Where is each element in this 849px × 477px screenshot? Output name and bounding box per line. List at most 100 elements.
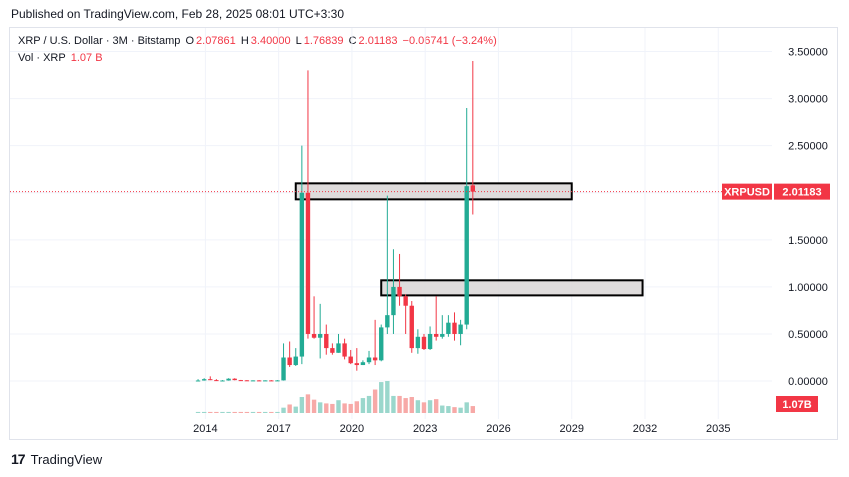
candle-body bbox=[446, 322, 451, 334]
candle-body bbox=[458, 324, 463, 334]
candle-body bbox=[403, 296, 408, 306]
candles bbox=[195, 60, 476, 382]
volume-bar bbox=[397, 395, 402, 413]
high-label: H bbox=[240, 35, 249, 47]
volume-bar bbox=[342, 403, 347, 413]
candle-body bbox=[317, 333, 323, 338]
footer-brand[interactable]: 17 TradingView bbox=[11, 451, 102, 467]
candle-body bbox=[391, 286, 396, 316]
volume-bar bbox=[214, 411, 219, 413]
y-tick-label: 1.50000 bbox=[788, 235, 828, 247]
candle-body bbox=[232, 378, 237, 381]
y-tick-label: 0.50000 bbox=[788, 329, 828, 341]
volume-bar bbox=[452, 407, 457, 413]
low-value: 1.76839 bbox=[303, 35, 344, 47]
tradingview-logo-icon: 17 bbox=[11, 451, 26, 467]
volume-bar bbox=[195, 411, 201, 413]
candle-body bbox=[427, 333, 433, 350]
candle-body bbox=[250, 380, 256, 382]
candle-body bbox=[354, 363, 360, 366]
volume-bar bbox=[391, 395, 396, 413]
volume-bar bbox=[305, 394, 311, 413]
candle-body bbox=[470, 185, 476, 192]
x-tick-label: 2014 bbox=[193, 423, 217, 435]
candle-body bbox=[348, 356, 353, 364]
x-tick-label: 2032 bbox=[633, 423, 657, 435]
volume-bar bbox=[287, 404, 292, 413]
volume-bar bbox=[379, 382, 384, 413]
high-value: 3.40000 bbox=[250, 35, 291, 47]
candle-body bbox=[342, 343, 347, 357]
close-label: C bbox=[348, 35, 357, 47]
volume-bar bbox=[458, 407, 463, 413]
symbol-title[interactable]: XRP / U.S. Dollar · 3M · Bitstamp bbox=[18, 35, 181, 47]
volume-bar bbox=[269, 411, 274, 413]
volume-bar bbox=[220, 411, 225, 413]
symbol-badge-label: XRPUSD bbox=[724, 187, 770, 199]
open-label: O bbox=[185, 35, 195, 47]
price-badge bbox=[774, 183, 830, 200]
price-badge-value: 2.01183 bbox=[782, 187, 821, 199]
candle-body bbox=[372, 357, 378, 361]
candle-body bbox=[360, 362, 366, 366]
candle-body bbox=[275, 380, 280, 382]
x-tick-label: 2020 bbox=[340, 423, 364, 435]
volume-bar bbox=[348, 403, 353, 413]
candle-body bbox=[293, 356, 298, 366]
volume-bar bbox=[232, 411, 237, 413]
volume-bar bbox=[403, 398, 408, 413]
volume-bar bbox=[415, 400, 421, 413]
candle-body bbox=[324, 333, 329, 349]
volume-bar bbox=[385, 381, 390, 413]
volume-bar bbox=[433, 399, 439, 413]
volume-bar bbox=[421, 402, 427, 413]
volume-bar bbox=[409, 397, 414, 413]
candle-body bbox=[366, 357, 372, 363]
candle-body bbox=[379, 327, 384, 361]
candle-body bbox=[336, 343, 341, 353]
volume-bar bbox=[464, 402, 469, 413]
candle-body bbox=[263, 380, 268, 382]
volume-bar bbox=[226, 411, 231, 413]
volume-badge bbox=[776, 396, 818, 412]
volume-bar bbox=[281, 407, 286, 413]
chart-frame bbox=[9, 27, 838, 440]
candle-body bbox=[305, 192, 311, 334]
volume-bars bbox=[195, 381, 476, 413]
candle-body bbox=[195, 380, 201, 382]
volume-bar bbox=[244, 411, 250, 413]
volume-bar bbox=[275, 411, 280, 413]
volume-bar bbox=[299, 397, 305, 413]
volume-bar bbox=[208, 411, 213, 413]
x-tick-label: 2017 bbox=[266, 423, 290, 435]
y-tick-label: 3.00000 bbox=[788, 94, 828, 106]
volume-bar bbox=[470, 406, 476, 413]
volume-bar bbox=[238, 411, 243, 413]
candle-body bbox=[433, 333, 439, 337]
x-tick-label: 2023 bbox=[413, 423, 437, 435]
candle-body bbox=[299, 192, 305, 357]
candle-body bbox=[214, 380, 219, 382]
candle-body bbox=[421, 336, 427, 350]
volume-value: 1.07 B bbox=[70, 52, 103, 64]
volume-bar bbox=[427, 400, 433, 413]
y-tick-label: 3.50000 bbox=[788, 47, 828, 59]
candle-body bbox=[464, 186, 469, 325]
volume-bar bbox=[366, 395, 372, 413]
candle-body bbox=[311, 333, 317, 338]
volume-label[interactable]: Vol · XRP bbox=[18, 52, 66, 64]
y-axis[interactable]: 3.500003.000002.500002.000001.500001.000… bbox=[788, 47, 828, 389]
candle-body bbox=[256, 380, 262, 382]
y-tick-label: 0.00000 bbox=[788, 376, 828, 388]
zone-box bbox=[380, 279, 644, 297]
volume-bar bbox=[311, 399, 317, 413]
volume-bar bbox=[360, 398, 366, 413]
y-tick-label: 1.00000 bbox=[788, 282, 828, 294]
axis-labels: XRPUSD 2.01183 1.07B bbox=[722, 183, 830, 412]
volume-bar bbox=[372, 389, 378, 413]
x-axis[interactable]: 2014 2017 2020 2023 2026 2029 2032 2035 bbox=[193, 423, 730, 435]
volume-bar bbox=[440, 405, 445, 413]
candle-body bbox=[440, 333, 445, 337]
candle-body bbox=[409, 305, 414, 349]
